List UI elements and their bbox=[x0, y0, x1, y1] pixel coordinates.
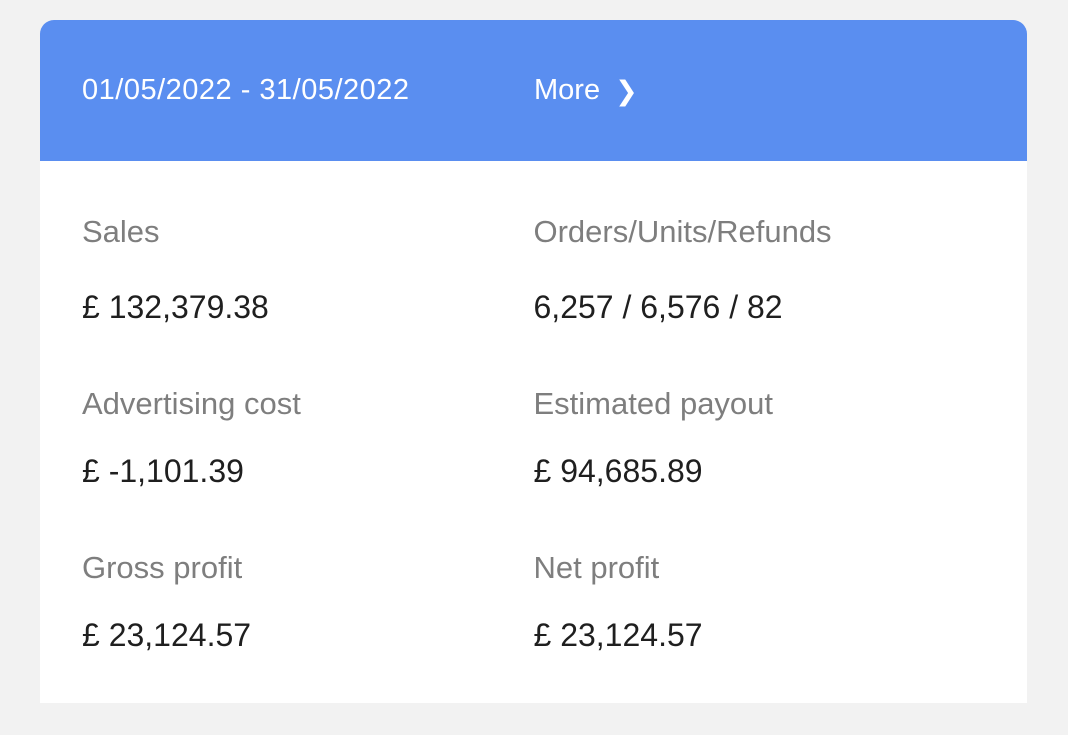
stat-value: £ 23,124.57 bbox=[82, 616, 252, 653]
stat-label: Gross profit bbox=[82, 550, 243, 586]
stat-label: Advertising cost bbox=[82, 386, 301, 422]
stat-value: £ 94,685.89 bbox=[533, 452, 703, 489]
card-header: 01/05/2022 - 31/05/2022 More ❯ bbox=[40, 20, 1027, 161]
stat-value: 6,257 / 6,576 / 82 bbox=[533, 288, 783, 325]
stat-value: £ 132,379.38 bbox=[82, 288, 269, 325]
stat-sales: Sales £ 132,379.38 bbox=[82, 211, 534, 329]
stat-label: Estimated payout bbox=[533, 386, 774, 422]
stat-gross-profit: Gross profit £ 23,124.57 bbox=[82, 547, 534, 657]
stat-value: £ -1,101.39 bbox=[82, 452, 244, 489]
date-range-selector[interactable]: 01/05/2022 - 31/05/2022 bbox=[82, 74, 410, 106]
stat-advertising-cost: Advertising cost £ -1,101.39 bbox=[82, 383, 534, 493]
stats-grid: Sales £ 132,379.38 Orders/Units/Refunds … bbox=[40, 161, 1027, 657]
stat-value: £ 23,124.57 bbox=[533, 616, 703, 653]
stat-label: Net profit bbox=[533, 550, 660, 586]
stat-label: Sales bbox=[82, 214, 160, 249]
more-link[interactable]: More ❯ bbox=[534, 74, 638, 107]
stat-orders-units-refunds: Orders/Units/Refunds 6,257 / 6,576 / 82 bbox=[534, 211, 986, 329]
stat-estimated-payout: Estimated payout £ 94,685.89 bbox=[534, 383, 986, 493]
stat-label: Orders/Units/Refunds bbox=[533, 214, 832, 249]
stats-summary-card: 01/05/2022 - 31/05/2022 More ❯ Sales £ 1… bbox=[40, 20, 1027, 703]
more-link-label: More bbox=[534, 74, 601, 106]
chevron-right-icon: ❯ bbox=[615, 76, 638, 107]
stat-net-profit: Net profit £ 23,124.57 bbox=[534, 547, 986, 657]
